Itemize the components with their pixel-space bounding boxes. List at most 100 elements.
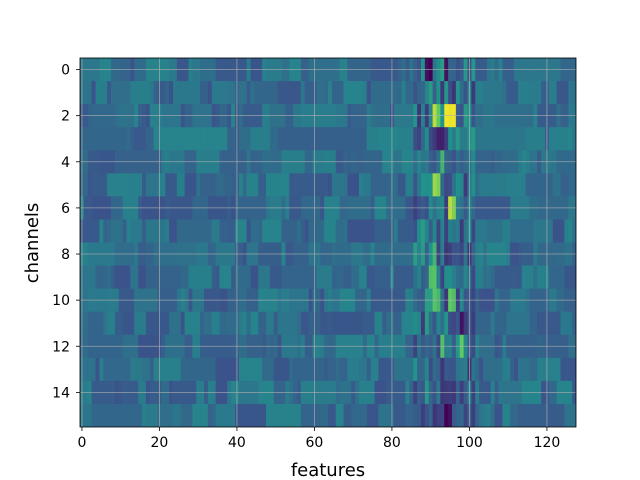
heatmap-cell (281, 265, 286, 290)
heatmap-cell (273, 311, 279, 336)
heatmap-cell (246, 219, 251, 243)
heatmap-cell (370, 403, 375, 427)
heatmap-cell (486, 219, 492, 243)
heatmap-cell (331, 265, 337, 290)
heatmap-cell (227, 357, 232, 382)
heatmap-cell (440, 219, 445, 243)
heatmap-cell (126, 81, 131, 105)
heatmap-cell (552, 265, 558, 290)
heatmap-cell (134, 173, 139, 197)
heatmap-cell (103, 265, 108, 290)
heatmap-cell (335, 311, 341, 336)
heatmap-cell (452, 403, 457, 427)
heatmap-cell (486, 173, 492, 197)
heatmap-cell (320, 311, 325, 336)
heatmap-cell (455, 403, 461, 427)
heatmap-cell (114, 265, 120, 290)
heatmap-cell (204, 357, 209, 382)
heatmap-cell (436, 311, 441, 336)
heatmap-cell (122, 127, 127, 151)
heatmap-cell (498, 173, 503, 197)
heatmap-cell (215, 311, 220, 336)
heatmap-cell (517, 311, 523, 336)
heatmap-cell (362, 265, 368, 290)
heatmap-cell (308, 403, 313, 427)
heatmap-cell (200, 127, 205, 151)
heatmap-cell (413, 219, 418, 243)
heatmap-cell (169, 265, 174, 290)
heatmap-cell (223, 311, 228, 336)
heatmap-cell (401, 403, 406, 427)
heatmap-cell (188, 127, 193, 151)
heatmap-cell (479, 173, 484, 197)
heatmap-cell (521, 265, 527, 290)
heatmap-cell (421, 219, 426, 243)
heatmap-cell (517, 403, 523, 427)
heatmap-cell (355, 357, 360, 382)
heatmap-cell (246, 127, 251, 151)
heatmap-cell (293, 311, 298, 336)
heatmap-cell (339, 403, 344, 427)
heatmap-cell (289, 403, 294, 427)
heatmap-cell (95, 357, 100, 382)
heatmap-cell (254, 219, 259, 243)
heatmap-cell (238, 173, 244, 197)
heatmap-cell (448, 173, 453, 197)
heatmap-cell (572, 173, 576, 197)
heatmap-cell (118, 311, 124, 336)
heatmap-cell (517, 81, 523, 105)
heatmap-cell (537, 81, 542, 105)
heatmap-cell (99, 173, 104, 197)
heatmap-cell (362, 219, 368, 243)
heatmap-cell (161, 403, 166, 427)
heatmap-cell (541, 403, 546, 427)
heatmap-cell (366, 81, 372, 105)
heatmap-cell (506, 403, 511, 427)
heatmap-cell (269, 403, 275, 427)
heatmap-cell (138, 265, 143, 290)
heatmap-cell (207, 403, 213, 427)
heatmap-cell (475, 173, 480, 197)
heatmap-cell (537, 311, 542, 336)
heatmap-cell (176, 357, 182, 382)
heatmap-cell (436, 127, 441, 151)
heatmap-cell (83, 357, 89, 382)
heatmap-cell (180, 127, 186, 151)
x-tick-label: 120 (534, 435, 561, 451)
heatmap-cell (258, 357, 263, 382)
heatmap-cell (568, 81, 573, 105)
heatmap-cell (486, 311, 492, 336)
heatmap-cell (335, 127, 341, 151)
heatmap-cell (145, 357, 151, 382)
heatmap-cell (510, 403, 515, 427)
heatmap-cell (355, 173, 360, 197)
heatmap-cell (153, 265, 158, 290)
heatmap-cell (525, 357, 530, 382)
heatmap-cell (238, 127, 244, 151)
heatmap-cell (405, 81, 410, 105)
heatmap-cell (529, 219, 534, 243)
heatmap-cell (238, 357, 244, 382)
heatmap-cell (374, 311, 379, 336)
heatmap-cell (514, 357, 519, 382)
heatmap-cell (169, 219, 174, 243)
heatmap-cell (180, 219, 186, 243)
heatmap-cell (428, 311, 434, 336)
heatmap-cell (138, 219, 143, 243)
heatmap-cell (347, 357, 352, 382)
heatmap-cell (324, 311, 329, 336)
heatmap-cell (463, 403, 468, 427)
heatmap-cell (347, 265, 352, 290)
heatmap-cell (87, 219, 93, 243)
y-axis-label: channels (22, 203, 43, 284)
heatmap-cell (525, 403, 530, 427)
heatmap-cell (428, 81, 434, 105)
heatmap-cell (308, 265, 313, 290)
heatmap-cell (107, 219, 112, 243)
heatmap-cell (351, 81, 356, 105)
heatmap-cell (444, 403, 449, 427)
heatmap-cell (87, 403, 93, 427)
heatmap-cell (142, 127, 147, 151)
heatmap-cell (254, 173, 259, 197)
heatmap-cell (258, 265, 263, 290)
